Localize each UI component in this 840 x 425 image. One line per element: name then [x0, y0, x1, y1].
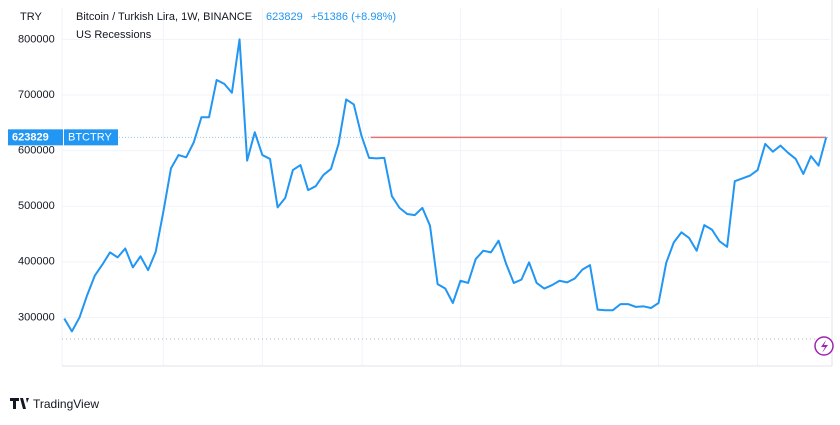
last-value-tag [8, 129, 63, 146]
symbol-label: BTCTRY [68, 131, 112, 143]
last-value-label: 623829 [12, 131, 49, 143]
y-tick-label: 600000 [18, 145, 55, 157]
grid [61, 8, 830, 366]
x-tick-label: Oct [155, 369, 172, 381]
brand: TradingView [33, 397, 99, 411]
chart-title: Bitcoin / Turkish Lira, 1W, BINANCE [76, 11, 252, 23]
last-value: 623829 [266, 11, 303, 23]
y-tick-label: 700000 [18, 89, 55, 101]
unit-label: TRY [20, 11, 42, 23]
y-tick-label: 800000 [18, 33, 55, 45]
brand-logo [10, 398, 29, 409]
change: +51386 (+8.98%) [311, 11, 396, 23]
x-tick-label: Jul [453, 369, 467, 381]
x-tick-label: 2023 [646, 369, 670, 381]
y-tick-label: 400000 [18, 256, 55, 268]
indicator-name: US Recessions [76, 29, 152, 41]
symbol-tag [64, 129, 118, 146]
price-line-series [63, 38, 828, 333]
x-tick-label: Apr [749, 369, 766, 381]
plot [63, 38, 828, 333]
alert-bolt [821, 340, 828, 353]
y-tick-label: 300000 [18, 311, 55, 323]
x-tick-label: Jul [55, 369, 69, 381]
labels: 300000 400000 500000 600000 700000 800000 6238… [8, 33, 118, 323]
x-tick-label: 2022 [250, 369, 274, 381]
x-tick-labels: Jul Oct 2022 Apr Jul Oct 2023 Apr [55, 369, 767, 381]
x-tick-label: Oct [552, 369, 569, 381]
x-tick-label: Apr [354, 369, 371, 381]
y-tick-label: 500000 [18, 200, 55, 212]
